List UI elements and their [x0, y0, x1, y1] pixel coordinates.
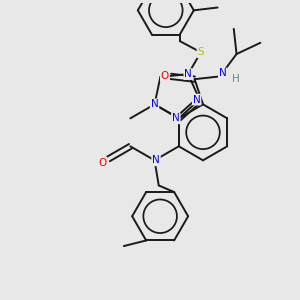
Text: S: S	[197, 47, 204, 57]
Text: N: N	[152, 155, 160, 165]
Text: N: N	[184, 69, 192, 79]
Text: N: N	[172, 113, 180, 123]
Text: N: N	[219, 68, 226, 78]
Text: N: N	[151, 99, 158, 110]
Text: O: O	[98, 158, 106, 168]
Text: N: N	[193, 94, 200, 105]
Text: H: H	[232, 74, 240, 84]
Text: O: O	[161, 71, 169, 81]
